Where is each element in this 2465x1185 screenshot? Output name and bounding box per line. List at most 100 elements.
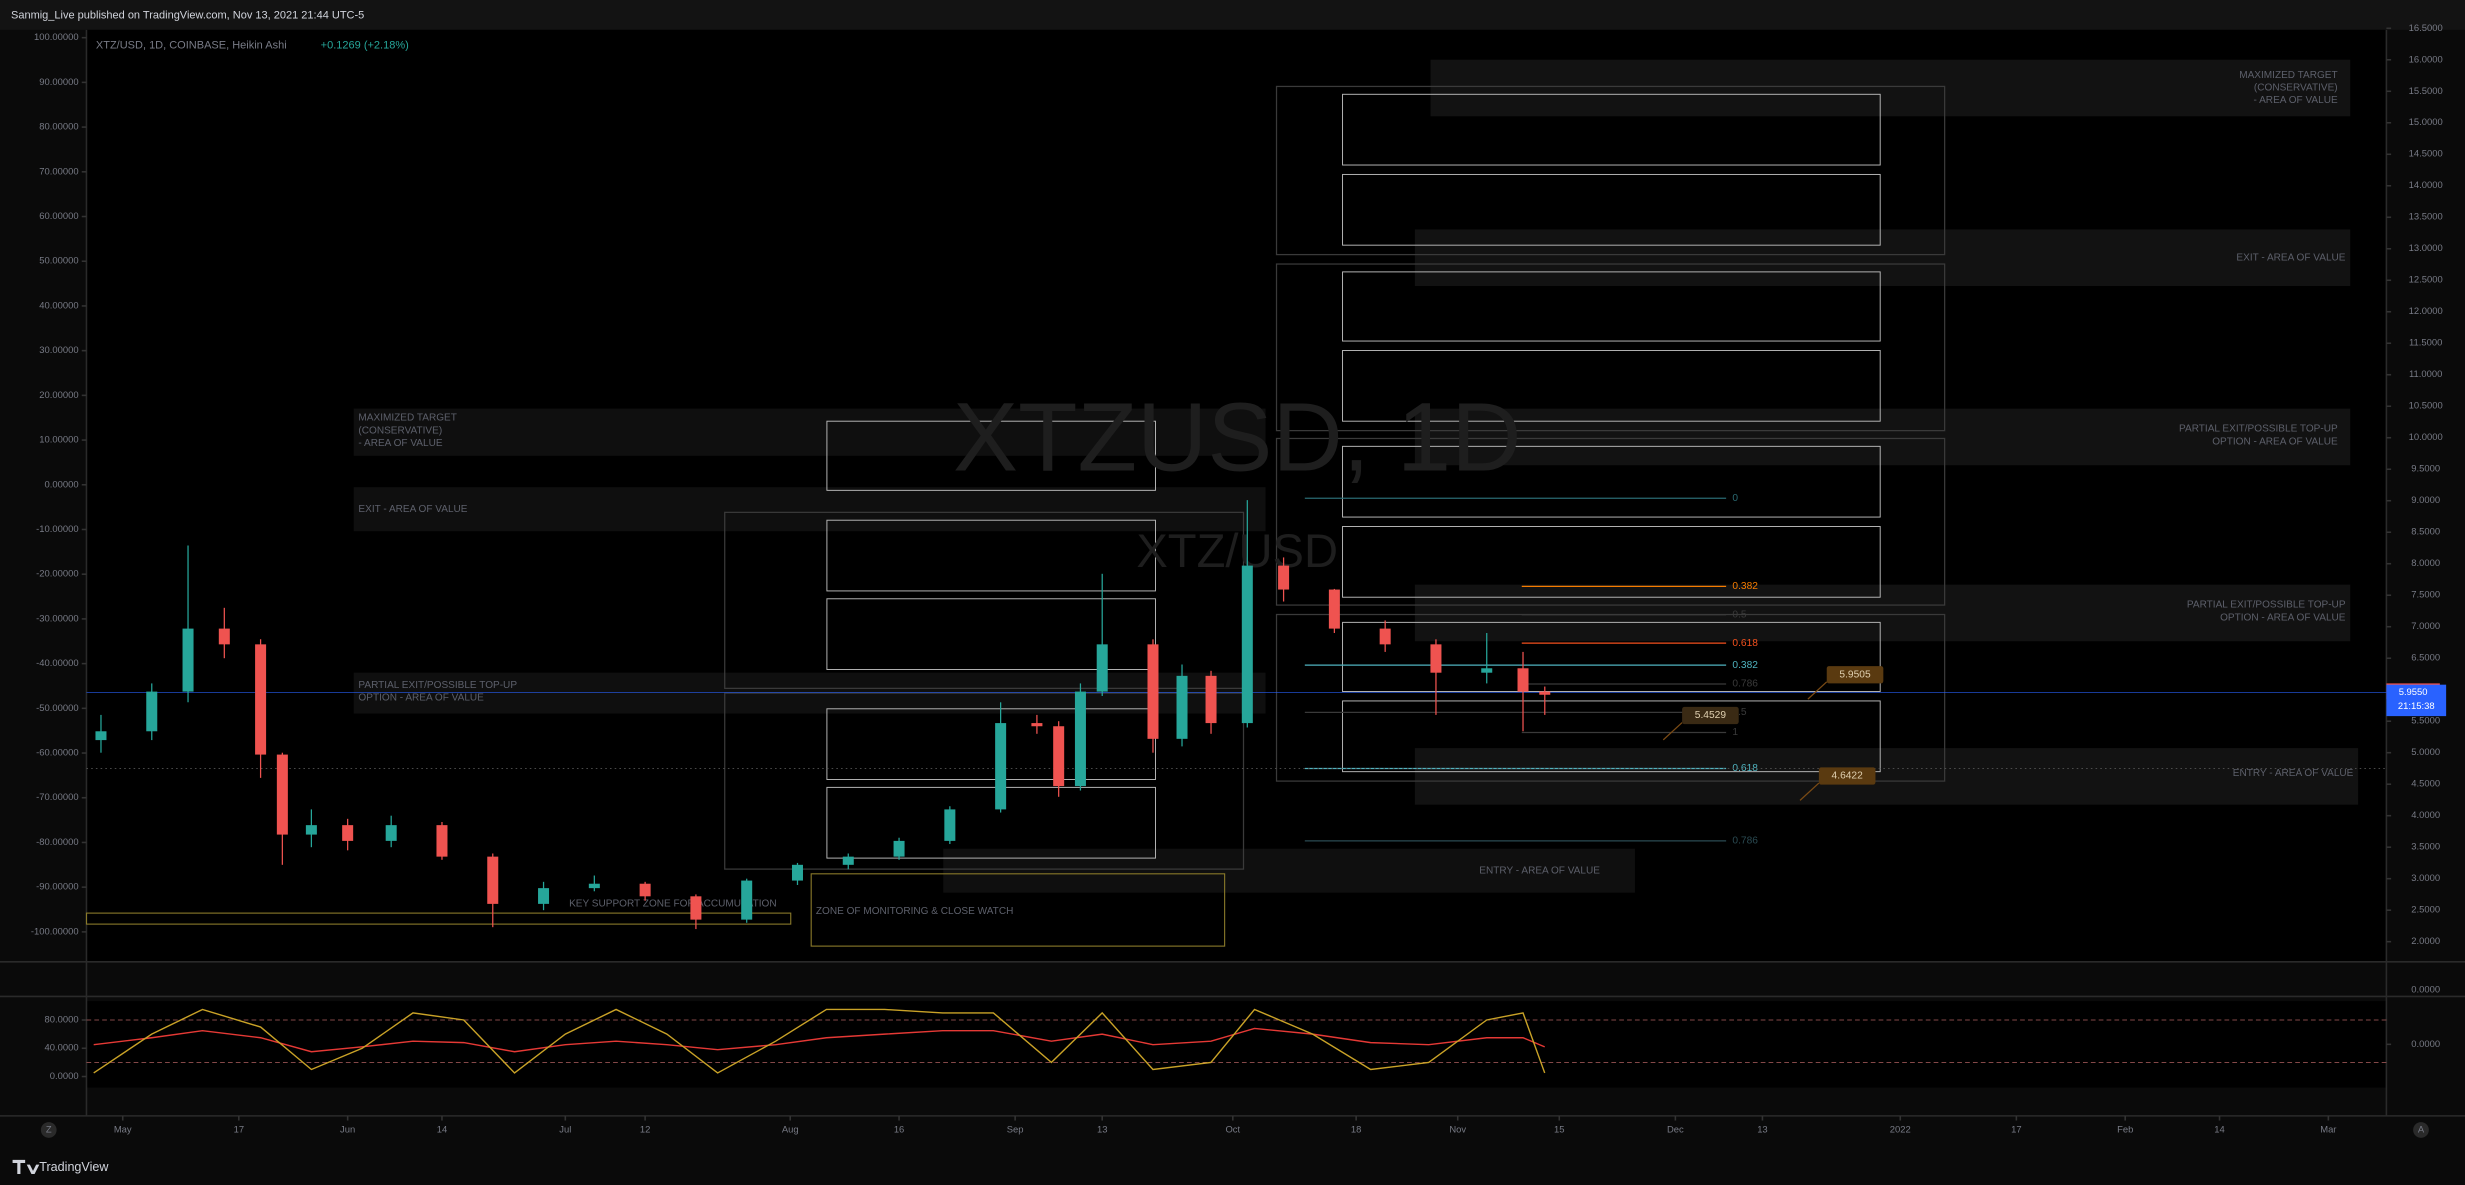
candle-body (385, 825, 397, 841)
x-tick-label: 18 (1351, 1123, 1361, 1134)
fib-label: 0 (1732, 493, 1738, 504)
box (1342, 349, 1881, 422)
x-tick-label: 16 (894, 1123, 904, 1134)
fib-label: 0.786 (1732, 679, 1758, 690)
y-tick-label: 9.5000 (2411, 463, 2440, 474)
zone-band (1414, 748, 2359, 805)
y-tick-label: 2.0000 (2411, 935, 2440, 946)
countdown-label: 21:15:38 (2398, 700, 2435, 711)
timezone-button[interactable] (40, 1122, 57, 1138)
candle-body (893, 840, 905, 857)
annotation: OPTION - AREA OF VALUE (2212, 436, 2338, 447)
annotation: EXIT - AREA OF VALUE (358, 504, 467, 515)
candle-body (1241, 565, 1253, 724)
fib-label: 0.786 (1732, 836, 1758, 847)
box (1342, 93, 1881, 166)
y2-tick-label: 80.00000 (39, 121, 78, 132)
y-tick-label: 15.5000 (2409, 85, 2443, 96)
y-tick-label: 4.5000 (2411, 778, 2440, 789)
candle-body (255, 644, 267, 755)
y2-tick-label: -80.00000 (36, 836, 78, 847)
y2-tick-label: -10.00000 (36, 523, 78, 534)
watermark-sub: XTZ/USD (1136, 524, 1338, 577)
support-zone (85, 912, 792, 925)
zone-band (1414, 229, 2351, 287)
annotation: PARTIAL EXIT/POSSIBLE TOP-UP (2179, 424, 2338, 435)
candle-body (95, 731, 107, 741)
candle-body (487, 856, 499, 904)
oscillator-tick-label: 40.0000 (45, 1042, 79, 1053)
change-legend: +0.1269 (+2.18%) (321, 39, 409, 51)
annotation: MAXIMIZED TARGET (358, 413, 456, 424)
candle-body (436, 825, 448, 857)
oscillator-tick-label: 0.0000 (50, 1070, 79, 1081)
y-tick-label: 13.0000 (2409, 242, 2443, 253)
candle-body (1379, 628, 1391, 645)
x-tick-label: Sep (1007, 1123, 1024, 1134)
box (1342, 173, 1881, 246)
y2-tick-label: 70.00000 (39, 165, 78, 176)
x-tick-label: 2022 (1890, 1123, 1911, 1134)
header-bar (0, 0, 2465, 30)
box (826, 598, 1156, 670)
footer-bar (0, 1150, 2465, 1185)
annotation: - AREA OF VALUE (358, 438, 442, 449)
y-tick-label: 14.5000 (2409, 148, 2443, 159)
y-tick-label: 16.0000 (2409, 53, 2443, 64)
candle-body (1539, 691, 1551, 695)
y-tick-label: 12.0000 (2409, 305, 2443, 316)
x-tick-label: Aug (782, 1123, 799, 1134)
candle-body (639, 883, 651, 897)
candle-body (1053, 726, 1065, 787)
box (1342, 700, 1881, 773)
y-tick-label: 6.5000 (2411, 652, 2440, 663)
annotation: OPTION - AREA OF VALUE (2220, 612, 2346, 623)
candle-body (995, 723, 1007, 810)
box (1275, 437, 1946, 606)
x-tick-label: Dec (1667, 1123, 1684, 1134)
y-tick-label: 7.0000 (2411, 620, 2440, 631)
y2-tick-label: 100.00000 (34, 31, 79, 42)
box (826, 519, 1156, 592)
y-tick-label: 15.0000 (2409, 116, 2443, 127)
candle-body (791, 864, 803, 881)
monitoring-zone (810, 873, 1226, 947)
candle-body (1481, 668, 1493, 673)
candle-body (741, 880, 753, 920)
candle-body (842, 856, 854, 865)
annotation: (CONSERVATIVE) (358, 425, 442, 436)
x-tick-label: May (114, 1123, 132, 1134)
autoscale-button[interactable] (2413, 1122, 2429, 1138)
y2-tick-label: -90.00000 (36, 881, 78, 892)
oscillator-pane (86, 1001, 2387, 1088)
candle-body (1328, 589, 1340, 629)
box (826, 786, 1156, 859)
y2-tick-label: 10.00000 (39, 434, 78, 445)
y-tick-label: 5.0000 (2411, 746, 2440, 757)
volume-axis-label: 0.0000 (2411, 984, 2440, 995)
price-callout-label: 5.9505 (1839, 669, 1871, 680)
y2-tick-label: 0.00000 (45, 478, 79, 489)
zone-band (1430, 59, 2351, 117)
autoscale-button-label[interactable]: A (2418, 1123, 2425, 1134)
y-tick-label: 9.0000 (2411, 494, 2440, 505)
annotation: MAXIMIZED TARGET (2239, 70, 2337, 81)
brand: TradingView (39, 1160, 109, 1174)
price-callout-label: 5.4529 (1695, 710, 1727, 721)
candle-body (182, 628, 194, 692)
y-tick-label: 8.0000 (2411, 557, 2440, 568)
candle-body (538, 888, 550, 904)
timezone-button-label[interactable]: Z (46, 1123, 52, 1134)
zone-band (1414, 584, 2351, 642)
x-tick-label: Nov (1449, 1123, 1466, 1134)
fib-label: 1 (1732, 727, 1738, 738)
fib-label: 0.618 (1732, 763, 1758, 774)
box (826, 420, 1156, 491)
y2-tick-label: 50.00000 (39, 255, 78, 266)
current-price-badge (2386, 684, 2447, 717)
box (1342, 621, 1881, 692)
candle-body (1430, 644, 1442, 673)
y-tick-label: 5.5000 (2411, 715, 2440, 726)
y2-tick-label: 30.00000 (39, 344, 78, 355)
stoch-k-line (93, 1008, 1546, 1074)
